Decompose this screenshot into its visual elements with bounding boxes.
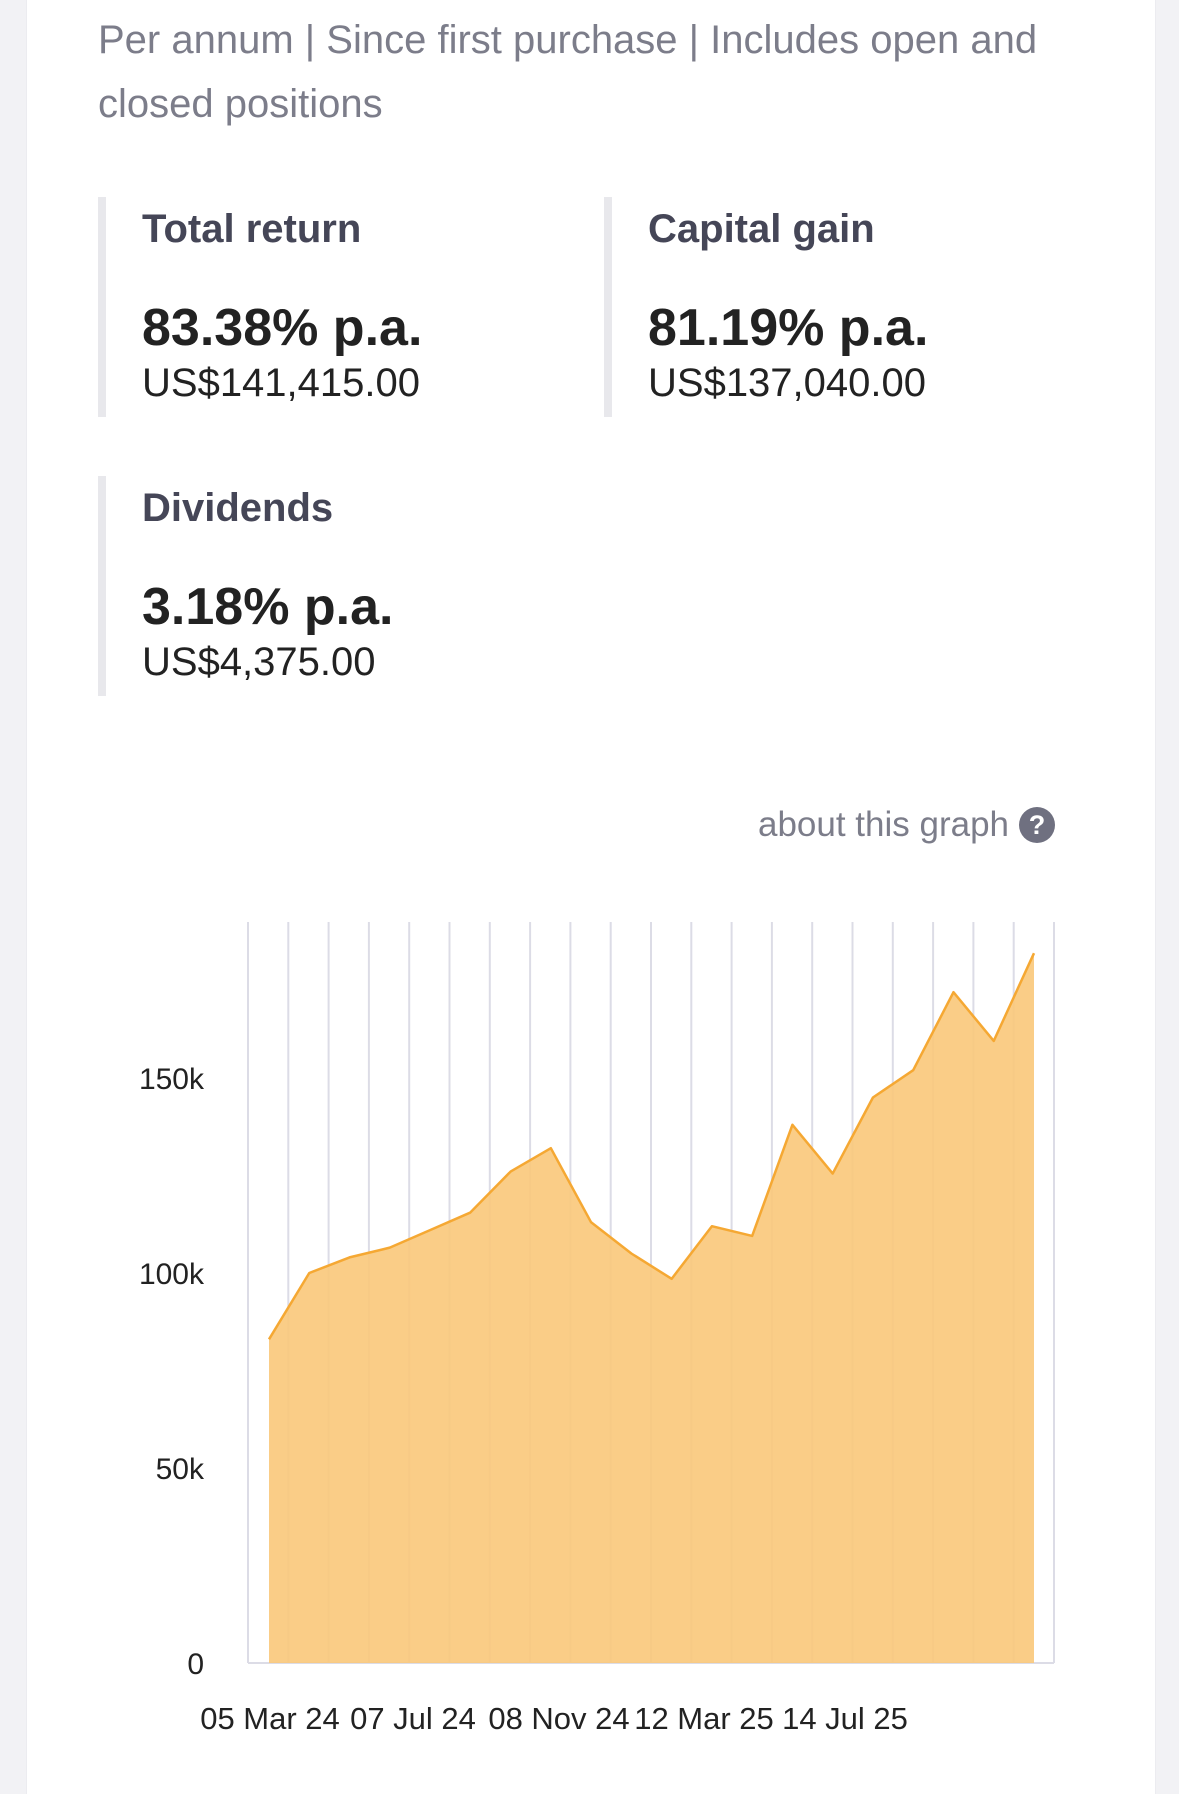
capital-gain-pct: 81.19% p.a. [648,299,929,357]
total-return-pct: 83.38% p.a. [142,299,423,357]
capital-gain-label: Capital gain [648,207,875,251]
dividends-metric: Dividends 3.18% p.a. US$4,375.00 [98,476,562,696]
returns-subtitle: Per annum | Since first purchase | Inclu… [98,18,1038,126]
x-tick-label: 12 Mar 25 [634,1701,774,1736]
chart-area [267,952,1036,1663]
x-axis: 05 Mar 24 07 Jul 24 08 Nov 24 12 Mar 25 14 J… [200,1701,908,1736]
dividends-amount: US$4,375.00 [142,640,376,684]
about-graph-link[interactable]: about this graph ? [758,805,1055,845]
x-tick-label: 08 Nov 24 [488,1701,629,1736]
dividends-label: Dividends [142,486,334,530]
dividends-pct: 3.18% p.a. [142,578,394,636]
capital-gain-amount: US$137,040.00 [648,361,927,405]
y-axis: 150k 100k 50k 0 [139,1063,205,1681]
x-tick-label: 14 Jul 25 [782,1701,908,1736]
total-return-amount: US$141,415.00 [142,361,421,405]
capital-gain-metric: Capital gain 81.19% p.a. US$137,040.00 [604,197,1068,417]
y-tick-label: 0 [187,1648,204,1681]
total-return-label: Total return [142,207,362,251]
x-tick-label: 05 Mar 24 [200,1701,340,1736]
portfolio-value-chart: 150k 100k 50k 0 05 Mar 24 07 Jul 24 08 Nov 24… [139,922,1055,1736]
y-tick-label: 150k [139,1063,205,1096]
returns-card: Per annum | Since first purchase | Inclu… [26,0,1156,1794]
about-graph-label: about this graph [757,805,1009,844]
y-tick-label: 50k [156,1453,205,1486]
y-tick-label: 100k [139,1258,205,1291]
x-tick-label: 07 Jul 24 [350,1701,476,1736]
area-fill [269,953,1034,1663]
total-return-metric: Total return 83.38% p.a. US$141,415.00 [98,197,562,417]
series-line [267,952,1036,1340]
question-icon[interactable]: ? [1019,807,1055,843]
